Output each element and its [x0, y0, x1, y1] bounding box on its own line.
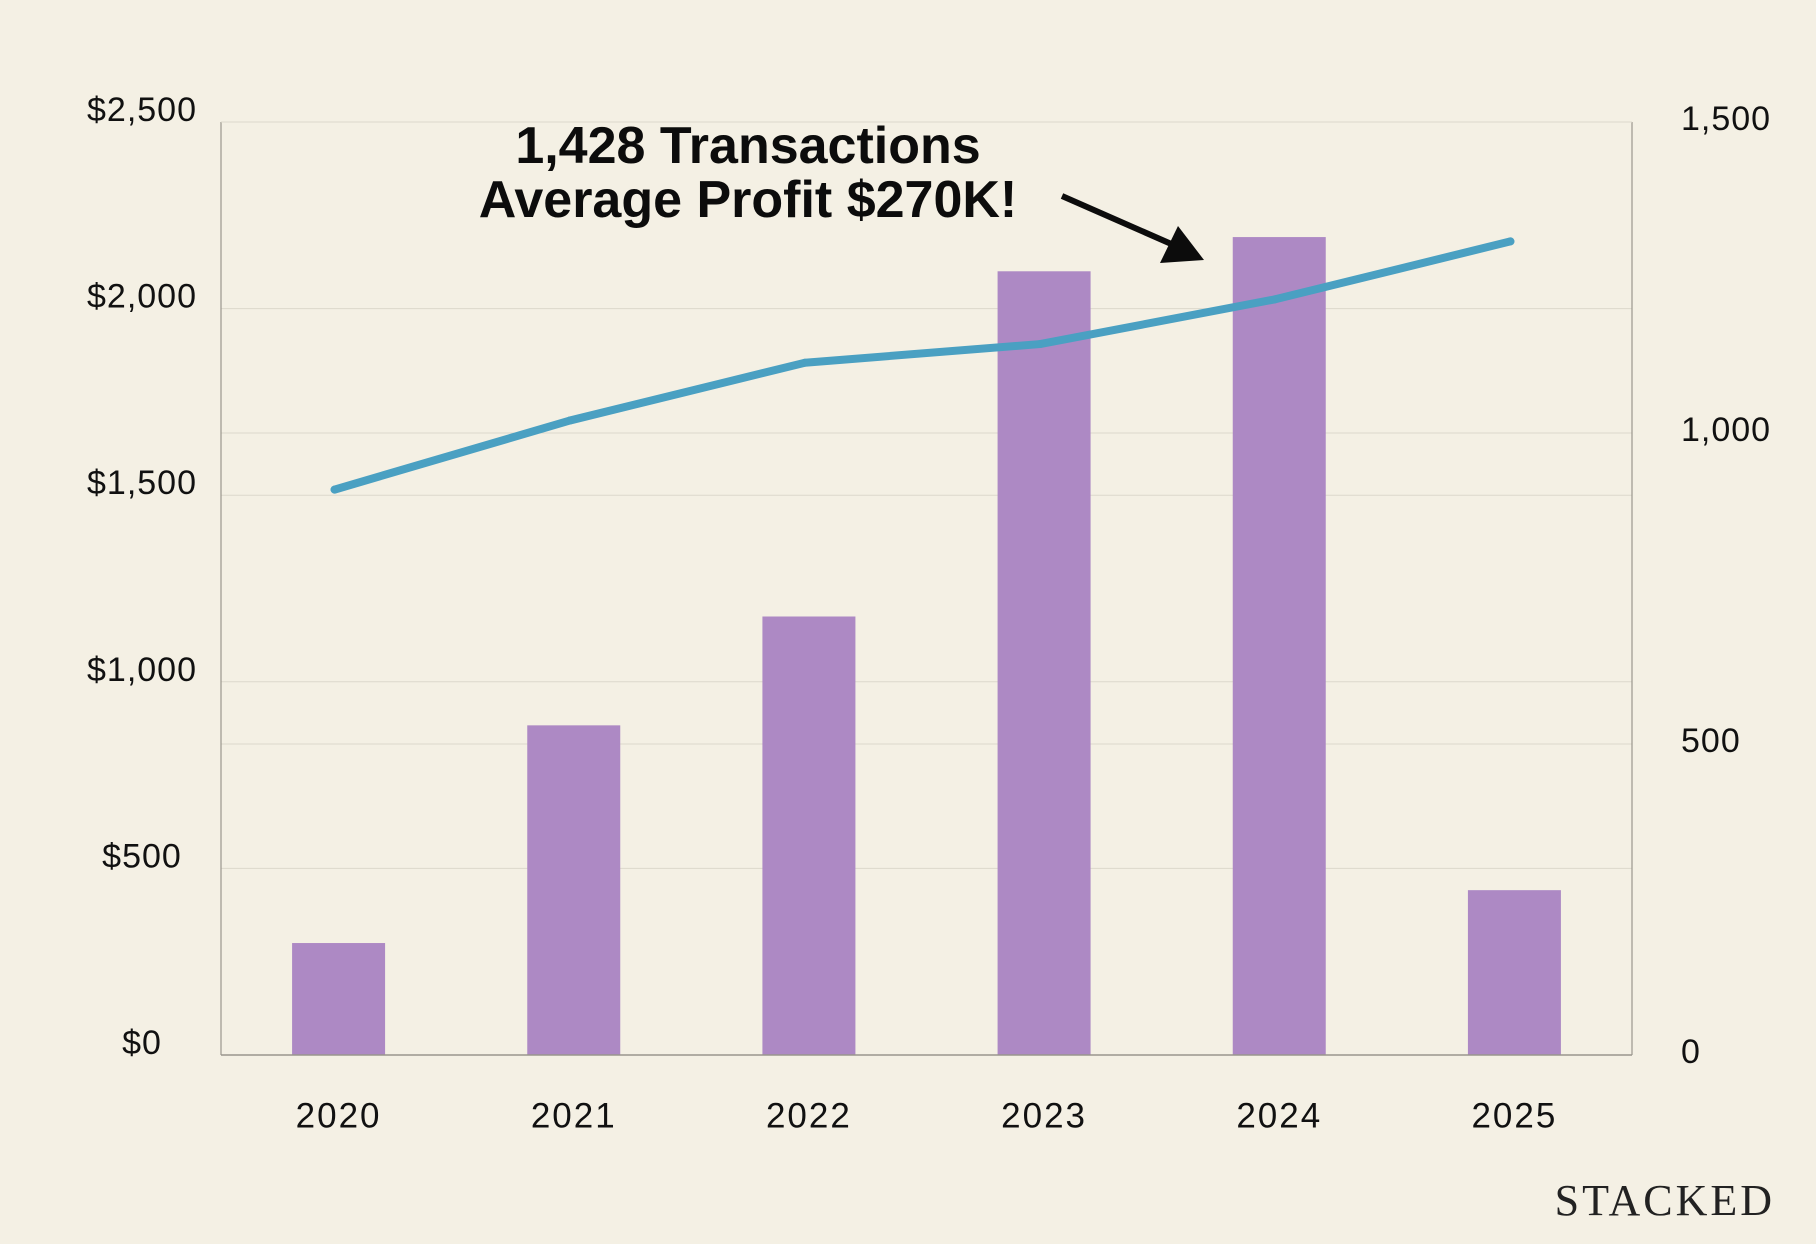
bar-2025 — [1467, 890, 1561, 1055]
line-point-2025 — [1506, 237, 1515, 246]
bar-2024 — [1232, 237, 1326, 1055]
annotation-arrow-head — [1160, 226, 1204, 263]
right-tick-label: 1,000 — [1681, 411, 1771, 449]
left-tick-label: $1,500 — [87, 464, 197, 502]
x-tick-label: 2025 — [1471, 1096, 1557, 1135]
line-point-2021 — [565, 416, 574, 425]
left-tick-label: $0 — [122, 1024, 162, 1062]
bar-2022 — [762, 616, 856, 1055]
left-tick-label: $1,000 — [87, 651, 197, 689]
bar-series — [292, 237, 1561, 1055]
left-tick-label: $2,000 — [87, 278, 197, 316]
bar-2020 — [292, 943, 386, 1055]
x-tick-label: 2020 — [296, 1096, 382, 1135]
right-y-axis: 0 500 1,000 1,500 — [1681, 100, 1771, 1071]
annotation: 1,428 Transactions Average Profit $270K! — [479, 117, 1204, 263]
line-point-2024 — [1271, 295, 1280, 304]
right-tick-label: 500 — [1681, 722, 1741, 760]
line-point-2022 — [800, 358, 809, 367]
x-axis: 2020 2021 2022 2023 2024 2025 — [296, 1096, 1557, 1135]
line-point-2023 — [1036, 340, 1045, 349]
line-path — [330, 237, 1515, 494]
annotation-line-1: 1,428 Transactions — [515, 117, 980, 175]
x-tick-label: 2022 — [766, 1096, 852, 1135]
bar-2023 — [997, 271, 1091, 1055]
annotation-line-2: Average Profit $270K! — [479, 171, 1018, 229]
line-point-2020 — [330, 485, 339, 494]
right-tick-label: 0 — [1681, 1033, 1701, 1071]
gridlines — [221, 121, 1632, 869]
plot-frame — [220, 121, 1633, 1056]
left-tick-label: $2,500 — [87, 91, 197, 129]
annotation-arrow-shaft — [1060, 193, 1187, 253]
bar-2021 — [527, 725, 621, 1055]
stacked-logo: STACKED — [1555, 1176, 1775, 1225]
left-y-axis: $0 $500 $1,000 $1,500 $2,000 $2,500 — [87, 91, 197, 1062]
x-tick-label: 2023 — [1001, 1096, 1087, 1135]
x-tick-label: 2024 — [1236, 1096, 1322, 1135]
left-tick-label: $500 — [102, 837, 182, 875]
line-series — [330, 237, 1515, 494]
right-tick-label: 1,500 — [1681, 100, 1771, 138]
x-tick-label: 2021 — [531, 1096, 617, 1135]
